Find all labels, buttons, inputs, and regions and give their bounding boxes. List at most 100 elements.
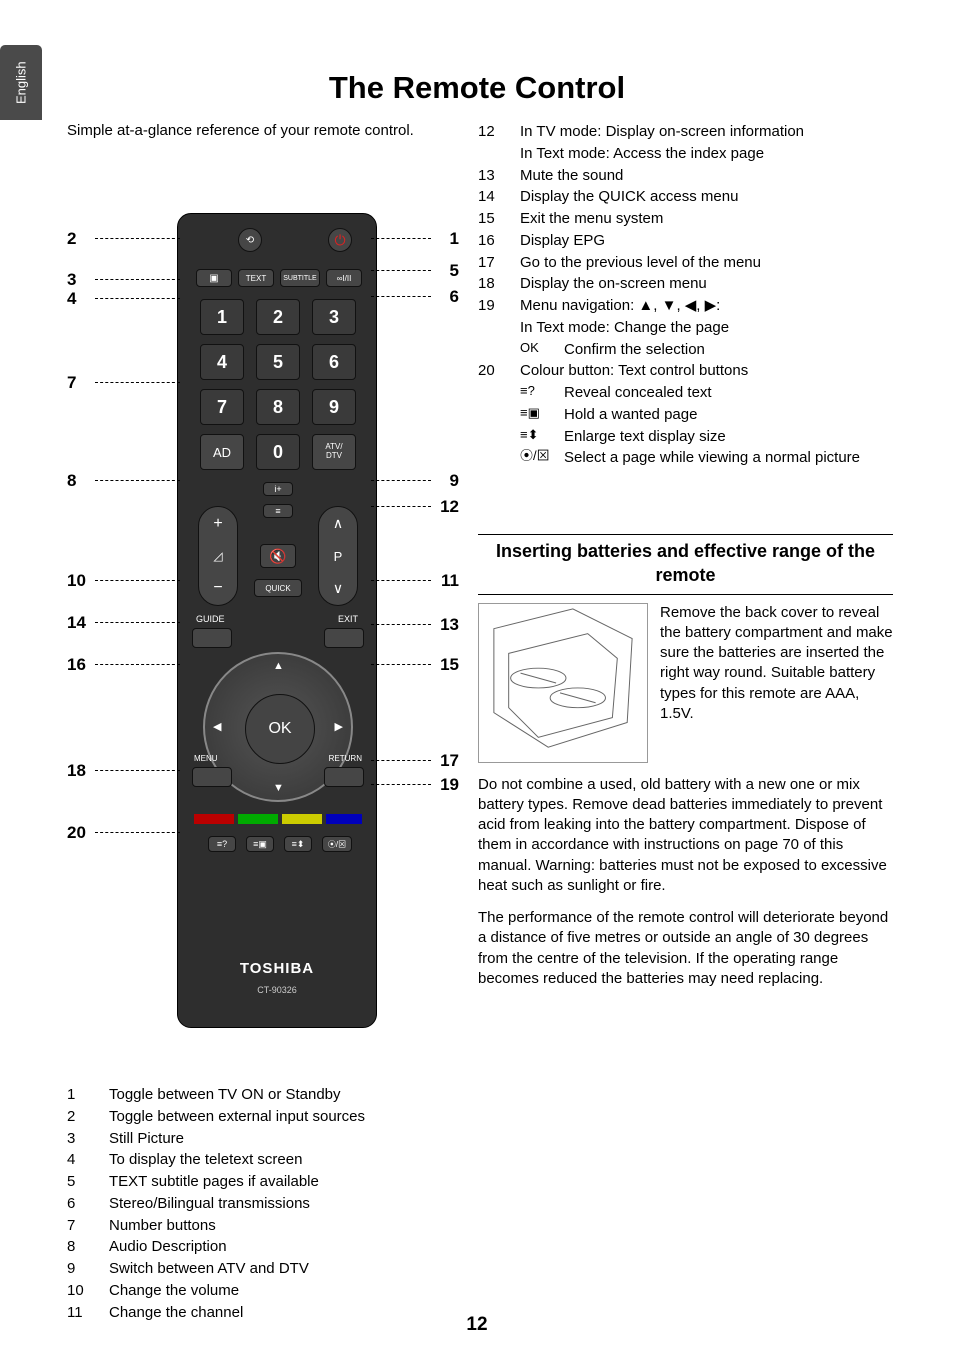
item-text: In TV mode: Display on-screen informatio…: [520, 121, 804, 165]
sub-text: Select a page while viewing a normal pic…: [564, 447, 860, 469]
brand-label: TOSHIBA: [178, 960, 376, 977]
callout-line: [371, 480, 431, 481]
input-icon: ⟲: [238, 228, 262, 252]
list-subitem: ≡▣Hold a wanted page: [478, 404, 893, 426]
sub-text: Enlarge text display size: [564, 426, 726, 448]
list-item: 7Number buttons: [67, 1215, 447, 1237]
item-number: 12: [478, 121, 502, 165]
battery-section: Inserting batteries and effective range …: [478, 534, 893, 989]
num-6: 6: [312, 344, 356, 380]
callout-line: [371, 624, 431, 625]
callout-4: 4: [67, 289, 76, 309]
item-text: Switch between ATV and DTV: [109, 1258, 309, 1280]
callout-line: [371, 296, 431, 297]
item-number: 19: [478, 295, 502, 339]
list-subitem: ≡⬍ Enlarge text display size: [478, 426, 893, 448]
list-item: 3Still Picture: [67, 1128, 447, 1150]
item-number: 15: [478, 208, 502, 230]
item-text: Number buttons: [109, 1215, 216, 1237]
list-item: 13 Mute the sound: [478, 165, 893, 187]
function-list-left: 1 Toggle between TV ON or Standby2Toggle …: [67, 1084, 447, 1323]
sub-icon: ⦿/⊠: [520, 447, 550, 469]
battery-side-text: Remove the back cover to reveal the batt…: [660, 603, 893, 763]
callout-line: [371, 506, 431, 507]
list-item: 16Display EPG: [478, 230, 893, 252]
item-number: 20: [478, 360, 502, 382]
callout-18: 18: [67, 761, 86, 781]
item-text: Still Picture: [109, 1128, 184, 1150]
list-item: 1 Toggle between TV ON or Standby: [67, 1084, 447, 1106]
list-item: 20 Colour button: Text control buttons: [478, 360, 893, 382]
page-icon: ≡: [263, 504, 293, 518]
callout-5: 5: [450, 261, 459, 281]
item-text: TEXT subtitle pages if available: [109, 1171, 319, 1193]
return-button: [324, 767, 364, 787]
battery-para-1: Do not combine a used, old battery with …: [478, 775, 893, 897]
battery-para-2: The performance of the remote control wi…: [478, 908, 893, 989]
green-bar: [238, 814, 278, 824]
list-item: 5 TEXT subtitle pages if available: [67, 1171, 447, 1193]
remote-body: ⟲ ⏻ ▣ TEXT SUBTITLE ∞I/II 1 2 3 4 5 6 7 …: [177, 213, 377, 1028]
page-title: The Remote Control: [0, 70, 954, 106]
size-icon: ≡⬍: [284, 836, 312, 852]
reveal-icon: ≡?: [208, 836, 236, 852]
list-item: 12 In TV mode: Display on-screen informat…: [478, 121, 893, 165]
callout-6: 6: [450, 287, 459, 307]
list-item: 10Change the volume: [67, 1280, 447, 1302]
volume-rocker: + ◿ −: [198, 506, 238, 606]
list-subitem: OKConfirm the selection: [478, 339, 893, 361]
callout-14: 14: [67, 613, 86, 633]
callout-line: [371, 784, 431, 785]
list-item: 19Menu navigation: ▲, ▼, ◀, ▶: In Text m…: [478, 295, 893, 339]
callout-9: 9: [450, 471, 459, 491]
callout-2: 2: [67, 229, 76, 249]
red-bar: [194, 814, 234, 824]
item-text: Mute the sound: [520, 165, 623, 187]
list-item: 18Display the on-screen menu: [478, 273, 893, 295]
info-icon: i+: [263, 482, 293, 496]
ok-button: OK: [245, 694, 315, 764]
list-item: 9Switch between ATV and DTV: [67, 1258, 447, 1280]
callout-1: 1: [450, 229, 459, 249]
item-number: 5: [67, 1171, 91, 1193]
sub-icon: ≡⬍: [520, 426, 550, 448]
callout-line: [95, 664, 180, 665]
num-4: 4: [200, 344, 244, 380]
callout-13: 13: [440, 615, 459, 635]
item-number: 16: [478, 230, 502, 252]
list-item: 2Toggle between external input sources: [67, 1106, 447, 1128]
item-number: 17: [478, 252, 502, 274]
callout-line: [95, 279, 180, 280]
sub-text: Hold a wanted page: [564, 404, 697, 426]
item-text: Go to the previous level of the menu: [520, 252, 761, 274]
item-text: Stereo/Bilingual transmissions: [109, 1193, 310, 1215]
callout-line: [371, 270, 431, 271]
quick-button: QUICK: [254, 579, 302, 597]
num-1: 1: [200, 299, 244, 335]
item-number: 4: [67, 1149, 91, 1171]
menu-button: [192, 767, 232, 787]
callout-7: 7: [67, 373, 76, 393]
item-number: 13: [478, 165, 502, 187]
item-text: Display the QUICK access menu: [520, 186, 738, 208]
num-2: 2: [256, 299, 300, 335]
item-text: Colour button: Text control buttons: [520, 360, 748, 382]
callout-line: [95, 298, 180, 299]
callout-line: [371, 238, 431, 239]
page-number: 12: [0, 1314, 954, 1336]
callout-line: [371, 580, 431, 581]
item-text: Toggle between TV ON or Standby: [109, 1084, 341, 1106]
item-number: 14: [478, 186, 502, 208]
num-5: 5: [256, 344, 300, 380]
list-item: 8Audio Description: [67, 1236, 447, 1258]
list-item: 14 Display the QUICK access menu: [478, 186, 893, 208]
num-8: 8: [256, 389, 300, 425]
callout-16: 16: [67, 655, 86, 675]
sub-icon: OK: [520, 339, 550, 361]
callout-line: [95, 832, 180, 833]
callout-3: 3: [67, 270, 76, 290]
yellow-bar: [282, 814, 322, 824]
item-number: 6: [67, 1193, 91, 1215]
item-number: 1: [67, 1084, 91, 1106]
item-number: 8: [67, 1236, 91, 1258]
